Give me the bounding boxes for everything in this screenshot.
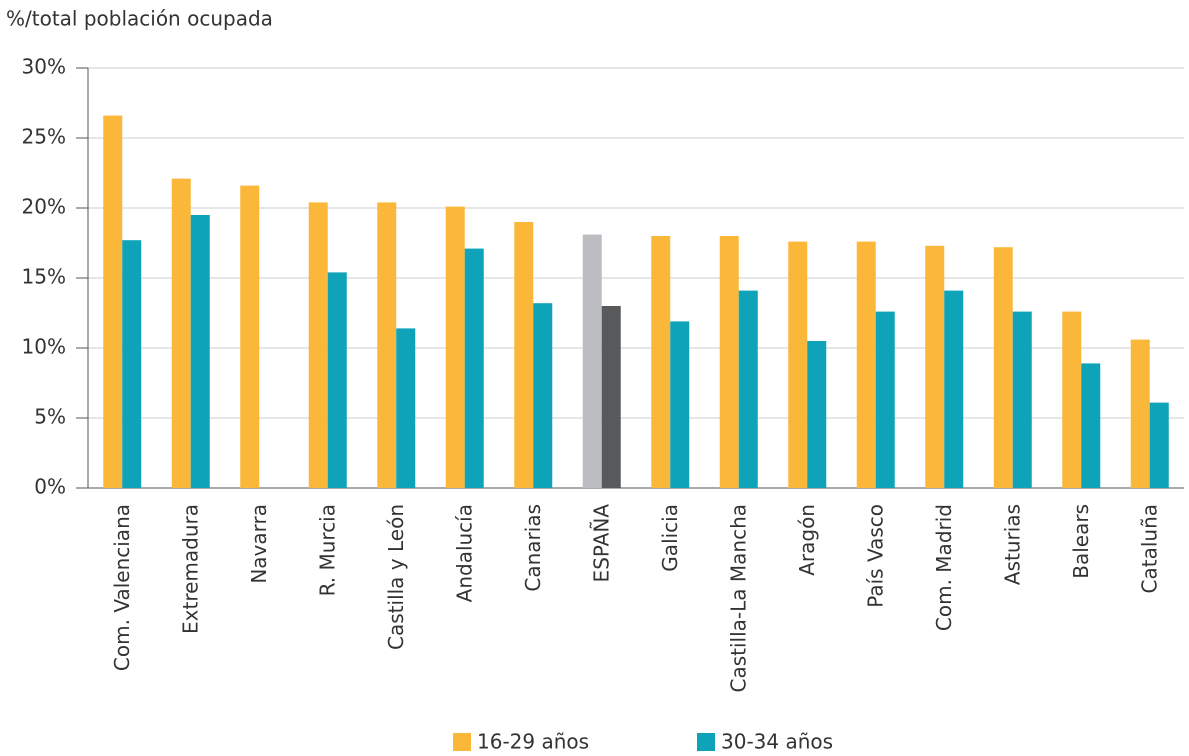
bar [396,328,416,488]
bar [1149,402,1169,488]
bar [719,236,739,488]
x-tick-label: Andalucía [452,504,476,602]
bar [582,234,602,488]
x-tick-label: R. Murcia [315,504,339,596]
bar [1012,311,1032,488]
bar [240,185,260,488]
legend-swatch [453,733,471,751]
bar [601,306,621,488]
bar [377,202,397,488]
x-tick-label: Castilla y León [384,504,408,650]
bar [788,241,808,488]
x-tick-label: Navarra [247,504,271,584]
bar [190,215,210,488]
bar [103,115,123,488]
y-axis-label: %/total población ocupada [6,7,273,31]
bar [308,202,328,488]
y-tick-label: 15% [22,265,66,289]
bar [944,290,964,488]
bar [171,178,191,488]
y-tick-label: 10% [22,335,66,359]
x-tick-label: Castilla-La Mancha [726,504,750,693]
x-tick-label: Asturias [1000,504,1024,585]
bar [651,236,671,488]
bar [1062,311,1082,488]
x-tick-label: Galicia [658,504,682,572]
bar [533,303,553,488]
x-tick-label: ESPAÑA [589,504,613,583]
x-tick-label: Com. Madrid [932,504,956,631]
x-tick-label: Cataluña [1137,504,1161,593]
x-tick-label: Aragón [795,504,819,576]
x-tick-label: Com. Valenciana [110,504,134,671]
legend-label: 16-29 años [477,730,589,754]
bar [514,222,534,488]
bar [856,241,876,488]
bar [875,311,895,488]
x-tick-label: Extremadura [178,504,202,634]
bar [925,245,945,488]
legend-label: 30-34 años [721,730,833,754]
legend-swatch [697,733,715,751]
y-tick-label: 5% [34,405,66,429]
y-tick-label: 0% [34,475,66,499]
x-tick-label: País Vasco [863,504,887,608]
y-tick-label: 20% [22,195,66,219]
bar [670,321,690,488]
bar [738,290,758,488]
bar [122,240,142,488]
bar [1130,339,1150,488]
x-tick-label: Balears [1069,504,1093,579]
bar [445,206,465,488]
bar [327,272,347,488]
bar [464,248,484,488]
bar [1081,363,1101,488]
y-tick-label: 25% [22,125,66,149]
bar [807,341,827,488]
x-tick-label: Canarias [521,504,545,592]
y-tick-label: 30% [22,55,66,79]
bar [993,247,1013,488]
